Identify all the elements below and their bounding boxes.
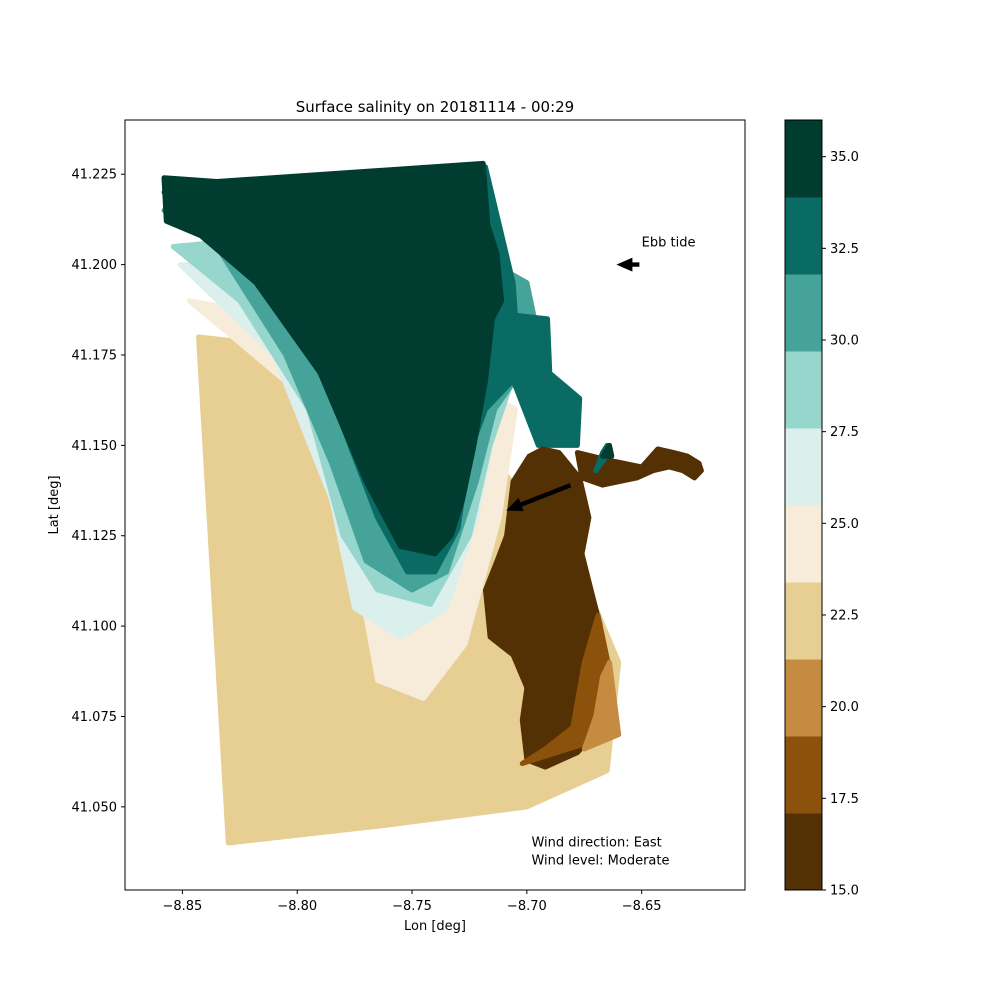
salinity-region-8 [574, 446, 704, 488]
colorbar-level-2 [785, 659, 822, 737]
colorbar-level-1 [785, 736, 822, 814]
wind-arrow [506, 483, 572, 512]
arrows-layer [506, 257, 640, 512]
y-tick-label: 41.075 [72, 710, 118, 725]
salinity-region-12 [600, 442, 615, 459]
ebb-tide-arrow [616, 257, 640, 272]
salinity-region-6 [161, 160, 505, 557]
y-tick-label: 41.175 [72, 348, 118, 363]
salinity-region-10 [581, 659, 622, 752]
colorbar-level-6 [785, 351, 822, 429]
x-tick-label: −8.70 [507, 899, 547, 914]
x-tick-label: −8.65 [622, 899, 662, 914]
salinity-region-9 [519, 612, 612, 766]
colorbar: 15.0 17.5 20.0 22.5 25.0 27.5 30.0 32.5 35.0 [784, 119, 859, 899]
x-tick-label: −8.75 [392, 899, 432, 914]
colorbar-frame [784, 119, 823, 891]
colorbar-tick-label: 15.0 [830, 884, 859, 899]
y-tick-label: 41.125 [72, 529, 118, 544]
colorbar-level-5 [785, 428, 822, 506]
x-tick-label: −8.80 [277, 899, 317, 914]
y-tick-label: 41.200 [72, 258, 118, 273]
annotations-layer: Ebb tide Wind direction: East Wind level: … [531, 236, 695, 869]
annotation-1: Wind direction: East [531, 836, 661, 851]
colorbar-tick-label: 35.0 [830, 150, 859, 165]
y-tick-label: 41.150 [72, 439, 118, 454]
colorbar-tick-label: 17.5 [830, 792, 859, 807]
colorbar-tick-label: 27.5 [830, 425, 859, 440]
x-axis: −8.85 −8.80 −8.75 −8.70 −8.65 [162, 890, 662, 914]
y-tick-label: 41.100 [72, 620, 118, 635]
annotation-2: Wind level: Moderate [531, 854, 669, 869]
colorbar-tick-label: 32.5 [830, 242, 859, 257]
colorbar-tick-label: 30.0 [830, 334, 859, 349]
colorbar-level-0 [785, 813, 822, 891]
salinity-field [161, 160, 704, 846]
chart-title: Surface salinity on 20181114 - 00:29 [296, 98, 574, 116]
plot-area-frame [124, 119, 746, 891]
colorbar-level-8 [785, 197, 822, 275]
colorbar-level-4 [785, 505, 822, 583]
y-tick-label: 41.225 [72, 168, 118, 183]
y-axis-label: Lat [deg] [47, 475, 62, 534]
annotation-0: Ebb tide [642, 236, 696, 251]
x-tick-label: −8.85 [162, 899, 202, 914]
colorbar-tick-label: 25.0 [830, 517, 859, 532]
colorbar-level-3 [785, 582, 822, 660]
colorbar-tick-label: 22.5 [830, 609, 859, 624]
colorbar-level-7 [785, 274, 822, 352]
colorbar-level-9 [785, 120, 822, 198]
y-tick-label: 41.050 [72, 800, 118, 815]
y-axis: 41.050 41.075 41.100 41.125 41.150 41.175 41.2… [72, 168, 125, 815]
x-axis-label: Lon [deg] [404, 919, 466, 934]
colorbar-tick-label: 20.0 [830, 700, 859, 715]
